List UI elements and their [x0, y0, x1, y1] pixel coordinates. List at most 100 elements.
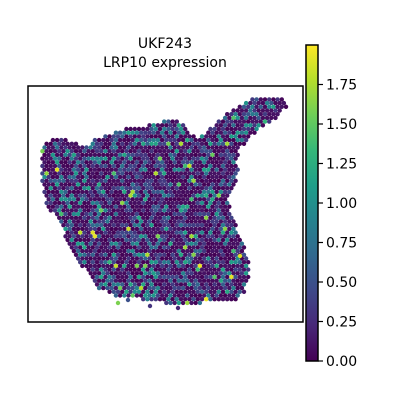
tissue-spot — [101, 285, 106, 291]
tissue-spot — [239, 278, 245, 283]
tissue-spot — [193, 285, 198, 291]
tissue-spot — [212, 260, 217, 265]
tissue-spot — [227, 189, 232, 195]
tissue-spot — [151, 123, 156, 128]
tissue-spot — [225, 119, 230, 124]
tissue-spot — [67, 241, 72, 246]
tissue-spot — [229, 252, 234, 257]
tissue-spot — [201, 145, 207, 150]
tissue-spot — [117, 285, 123, 291]
tissue-spot — [157, 245, 163, 250]
tissue-spot — [96, 182, 102, 187]
tissue-spot — [122, 226, 127, 232]
tissue-spot — [122, 278, 127, 283]
tissue-spot — [246, 260, 251, 265]
tissue-spot — [204, 149, 209, 154]
tissue-spot — [214, 234, 219, 239]
tissue-spot — [216, 200, 221, 206]
tissue-spot — [168, 197, 173, 202]
tissue-spot — [141, 237, 146, 243]
tissue-spot — [166, 274, 171, 280]
tissue-spot — [128, 186, 133, 191]
tissue-spot — [105, 219, 110, 224]
tissue-spot — [117, 293, 123, 298]
tissue-spot — [124, 223, 129, 228]
tissue-spot — [84, 263, 89, 269]
tissue-spot — [231, 160, 236, 165]
tissue-spot — [216, 237, 221, 243]
tissue-spot — [145, 149, 150, 154]
tissue-spot — [120, 267, 125, 272]
tissue-spot — [258, 104, 263, 110]
tissue-spot — [176, 248, 182, 254]
tissue-spot — [115, 237, 121, 243]
tissue-spot — [111, 289, 117, 294]
tissue-spot — [191, 267, 196, 272]
tissue-spot — [231, 182, 236, 187]
tissue-spot — [180, 219, 186, 224]
tissue-spot — [168, 271, 173, 276]
tissue-spot — [191, 163, 196, 169]
tissue-spot — [199, 215, 205, 220]
tissue-spot — [195, 237, 200, 243]
tissue-spot — [233, 178, 238, 183]
tissue-spot — [147, 130, 152, 135]
tissue-spot — [235, 285, 240, 291]
tissue-spot — [103, 237, 108, 243]
tissue-spot — [197, 293, 203, 298]
tissue-spot — [218, 174, 224, 180]
tissue-spot — [149, 156, 154, 161]
tissue-spot — [197, 285, 203, 291]
tissue-spot — [176, 197, 182, 202]
tissue-spot — [229, 186, 234, 191]
tissue-spot — [237, 141, 242, 146]
tissue-spot — [204, 193, 209, 198]
tissue-spot — [183, 200, 188, 206]
tissue-spot — [80, 248, 85, 254]
tissue-spot — [159, 219, 165, 224]
tissue-spot — [170, 119, 175, 124]
tissue-spot — [218, 278, 224, 283]
tissue-spot — [159, 211, 165, 217]
tissue-spot — [94, 200, 100, 206]
tissue-spot — [178, 208, 184, 213]
tissue-spot — [57, 215, 62, 220]
tissue-spot — [159, 174, 165, 180]
tissue-spot — [59, 160, 64, 165]
tissue-spot — [218, 130, 224, 135]
tissue-spot — [233, 252, 238, 257]
tissue-spot — [149, 178, 154, 183]
tissue-spot — [214, 123, 219, 128]
tissue-spot — [235, 234, 240, 239]
tissue-spot — [113, 204, 119, 209]
tissue-spot — [105, 197, 110, 202]
tissue-spot — [50, 167, 56, 172]
tissue-spot — [214, 189, 219, 195]
tissue-spot — [128, 215, 133, 220]
tissue-spot — [44, 141, 49, 146]
tissue-spot — [185, 152, 190, 158]
tissue-spot — [151, 130, 156, 135]
tissue-spot — [149, 126, 154, 132]
tissue-spot — [107, 141, 112, 146]
tissue-spot — [105, 234, 110, 239]
tissue-spot — [69, 149, 75, 154]
tissue-spot — [178, 141, 184, 146]
tissue-spot — [193, 256, 198, 261]
tissue-spot — [195, 245, 200, 250]
tissue-spot — [269, 108, 274, 113]
tissue-spot — [99, 223, 104, 228]
tissue-spot — [69, 163, 75, 169]
tissue-spot — [187, 149, 192, 154]
tissue-spot — [153, 134, 158, 139]
tissue-spot — [183, 186, 188, 191]
tissue-spot — [59, 182, 64, 187]
tissue-spot — [185, 197, 190, 202]
tissue-spot — [180, 137, 186, 143]
tissue-spot — [128, 208, 133, 213]
tissue-spot — [212, 215, 217, 220]
tissue-spot — [231, 219, 236, 224]
tissue-spot — [155, 293, 161, 298]
tissue-spot — [117, 271, 123, 276]
tissue-spot — [145, 260, 150, 265]
